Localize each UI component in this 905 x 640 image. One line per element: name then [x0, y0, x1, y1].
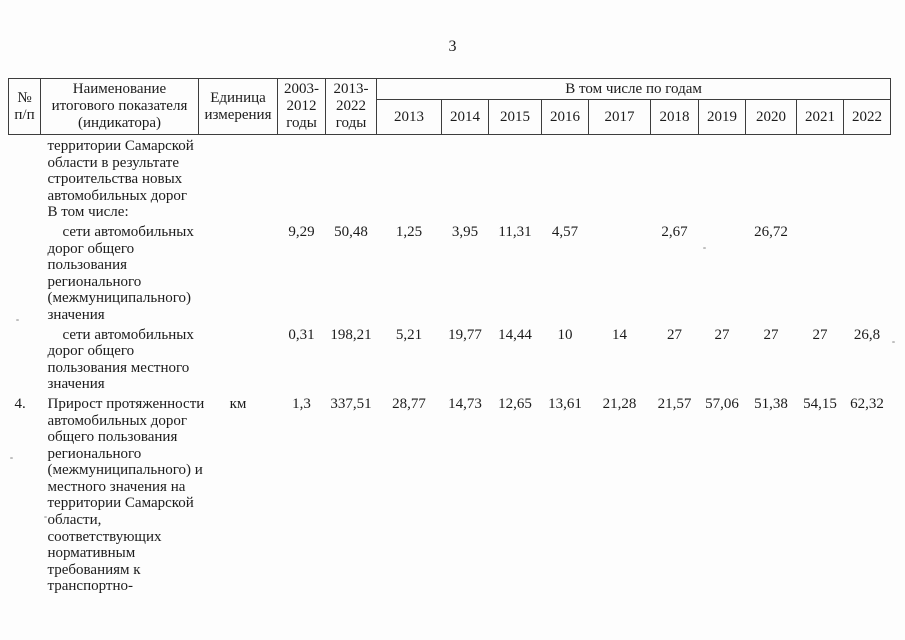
- cell-year-2014: [442, 135, 489, 221]
- cell-year-2020: 51,38: [754, 395, 788, 412]
- cell-total-2013-2022: 50,48: [334, 223, 368, 240]
- cell-total-2003-2012: 0,31: [288, 326, 315, 343]
- cell-total-2013-2022: [326, 135, 377, 221]
- cell-year-2019: [699, 221, 746, 324]
- table-row: сети автомобильных дорог общего пользова…: [9, 221, 891, 324]
- cell-year-2016: 4,57: [551, 223, 579, 240]
- indicators-table: № п/п Наименование итогового показателя …: [8, 78, 892, 596]
- table-row: 4. Прирост протяженности автомобильных д…: [9, 393, 891, 596]
- cell-name: территории Самарской области в результат…: [47, 138, 194, 221]
- header-period-2003-2012: 2003- 2012 годы: [277, 78, 326, 135]
- cell-year-2018: [651, 135, 699, 221]
- scan-speckle: [44, 516, 47, 518]
- cell-year-2015: [489, 135, 542, 221]
- cell-year-2017: 21,28: [602, 395, 637, 412]
- cell-year-2019: [699, 135, 746, 221]
- cell-year-2022: 62,32: [850, 395, 884, 412]
- cell-year-2018: 27: [667, 326, 682, 343]
- cell-num: 4.: [14, 395, 26, 412]
- cell-year-2021: 54,15: [803, 395, 837, 412]
- cell-year-2017: [589, 135, 651, 221]
- cell-year-2018: 21,57: [657, 395, 692, 412]
- cell-year-2017: [589, 221, 651, 324]
- scan-speckle: [892, 341, 895, 343]
- header-num: № п/п: [8, 78, 41, 135]
- cell-num: [9, 135, 41, 221]
- cell-year-2015: 11,31: [498, 223, 532, 240]
- cell-total-2003-2012: 1,3: [292, 395, 311, 412]
- cell-year-2017: 14: [612, 326, 627, 343]
- cell-year-2015: 14,44: [498, 326, 532, 343]
- cell-year-2016: [542, 135, 589, 221]
- cell-year-2016: 10: [557, 326, 573, 343]
- header-year-2022: 2022: [842, 99, 892, 135]
- cell-year-2013: 28,77: [392, 395, 426, 412]
- table-row: территории Самарской области в результат…: [9, 135, 891, 221]
- header-period-2013-2022: 2013- 2022 годы: [325, 78, 377, 135]
- cell-num: [9, 324, 41, 393]
- cell-year-2020: 26,72: [754, 223, 788, 240]
- cell-unit: [199, 135, 278, 221]
- cell-num: [9, 221, 41, 324]
- scan-speckle: [10, 457, 13, 459]
- cell-year-2019: 57,06: [705, 395, 739, 412]
- table-body: территории Самарской области в результат…: [9, 135, 891, 596]
- cell-year-2022: [844, 221, 891, 324]
- header-indicator-name: Наименование итогового показателя (индик…: [40, 78, 199, 135]
- cell-year-2013: 1,25: [395, 223, 423, 240]
- cell-total-2013-2022: 337,51: [330, 395, 372, 412]
- cell-year-2021: [797, 135, 844, 221]
- header-year-2014: 2014: [441, 99, 489, 135]
- cell-year-2018: 2,67: [661, 223, 688, 240]
- cell-year-2015: 12,65: [498, 395, 532, 412]
- header-year-2021: 2021: [796, 99, 844, 135]
- cell-year-2014: 19,77: [448, 326, 482, 343]
- header-unit: Единица измерения: [198, 78, 278, 135]
- header-year-2013: 2013: [376, 99, 442, 135]
- cell-year-2022: [844, 135, 891, 221]
- header-year-2016: 2016: [541, 99, 589, 135]
- cell-name: сети автомобильных дорог общего пользова…: [47, 326, 194, 393]
- cell-year-2014: 14,73: [448, 395, 482, 412]
- cell-year-2019: 27: [714, 326, 730, 343]
- header-year-2019: 2019: [698, 99, 746, 135]
- cell-name: сети автомобильных дорог общего пользова…: [47, 223, 194, 323]
- cell-year-2020: 27: [763, 326, 779, 343]
- cell-unit: км: [229, 395, 247, 412]
- cell-year-2013: 5,21: [395, 326, 423, 343]
- cell-year-2021: [797, 221, 844, 324]
- scan-speckle: [703, 247, 706, 249]
- header-year-2018: 2018: [650, 99, 699, 135]
- page-number: 3: [448, 38, 457, 55]
- header-years-group: В том числе по годам: [375, 78, 892, 100]
- header-year-2015: 2015: [488, 99, 542, 135]
- table-row: сети автомобильных дорог общего пользова…: [9, 324, 891, 393]
- cell-year-2022: 26,8: [853, 326, 881, 343]
- cell-total-2013-2022: 198,21: [330, 326, 372, 343]
- cell-year-2021: 27: [812, 326, 828, 343]
- cell-unit: [199, 221, 278, 324]
- scan-speckle: [16, 319, 19, 321]
- table-header: № п/п Наименование итогового показателя …: [8, 78, 892, 135]
- cell-total-2003-2012: [278, 135, 326, 221]
- cell-year-2014: 3,95: [451, 223, 479, 240]
- cell-name: Прирост протяженности автомобильных доро…: [47, 395, 205, 595]
- cell-year-2020: [746, 135, 797, 221]
- cell-year-2016: 13,61: [548, 395, 582, 412]
- cell-unit: [199, 324, 278, 393]
- header-year-2017: 2017: [588, 99, 651, 135]
- cell-total-2003-2012: 9,29: [288, 223, 315, 240]
- header-year-2020: 2020: [745, 99, 797, 135]
- cell-year-2013: [377, 135, 442, 221]
